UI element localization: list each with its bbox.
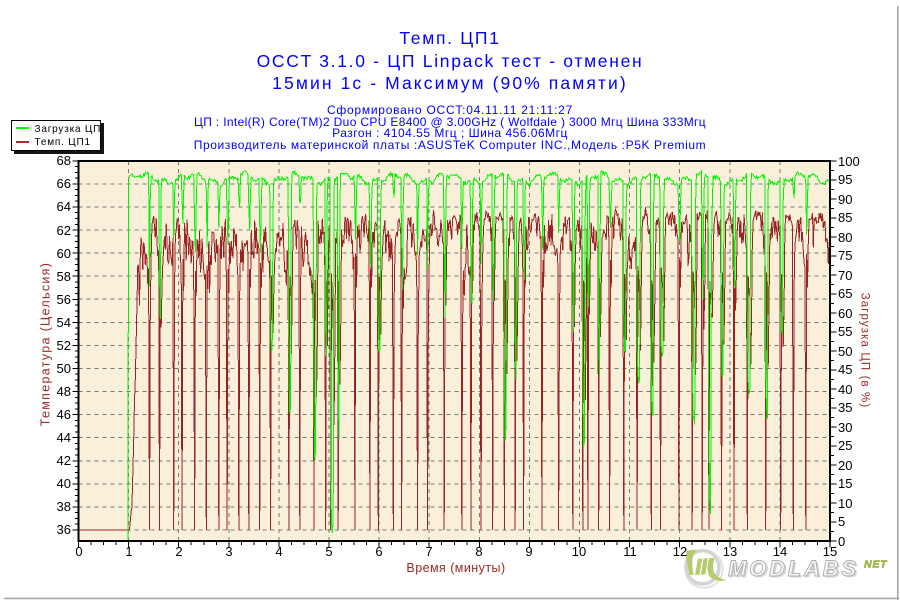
- svg-text:MODLABS: MODLABS: [730, 558, 861, 583]
- svg-text:Температура (Цельсия): Температура (Цельсия): [39, 262, 53, 426]
- svg-text:NET: NET: [864, 559, 888, 571]
- svg-text:Загрузка ЦП (в %): Загрузка ЦП (в %): [859, 293, 871, 409]
- svg-text:MODLABS: MODLABS: [728, 556, 859, 581]
- svg-text:Время (минуты): Время (минуты): [406, 561, 505, 575]
